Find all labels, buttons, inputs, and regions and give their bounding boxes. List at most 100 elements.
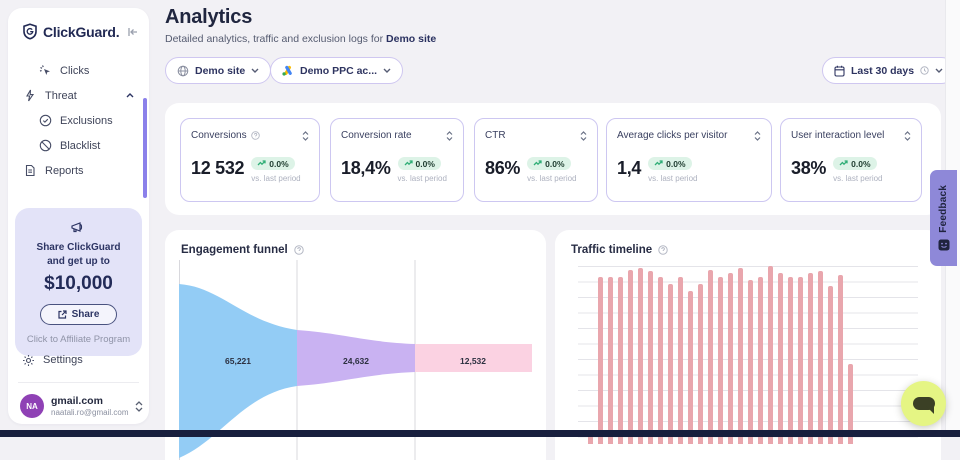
timeline-title: Traffic timeline: [571, 244, 653, 256]
chevron-down-icon: [383, 68, 391, 73]
timeline-bars: [588, 266, 853, 444]
affiliate-promo-card[interactable]: Share ClickGuard and get up to $10,000 S…: [15, 208, 142, 356]
engagement-funnel-card: Engagement funnel 65,221 24,632 12,532: [165, 230, 546, 460]
block-icon: [39, 139, 52, 152]
stat-caption: vs. last period: [251, 174, 301, 183]
sidebar-item-settings[interactable]: Settings: [8, 348, 149, 372]
stat-label: Average clicks per visitor: [617, 130, 728, 141]
funnel-value-label: 12,532: [460, 356, 486, 366]
timeline-bar: [628, 270, 633, 444]
page-subtitle: Detailed analytics, traffic and exclusio…: [165, 33, 436, 45]
stat-label: Conversions: [191, 130, 247, 141]
sidebar: ClickGuard. Clicks Threat: [8, 8, 149, 424]
chevron-down-icon: [935, 68, 943, 73]
ppc-account-selector[interactable]: Demo PPC ac...: [270, 57, 404, 84]
stat-value: 86%: [485, 158, 521, 178]
sort-stepper-icon[interactable]: [754, 130, 761, 141]
timeline-bar: [638, 268, 643, 444]
stat-caption: vs. last period: [527, 174, 577, 183]
sidebar-nav: Clicks Threat Exclusions: [8, 58, 149, 183]
funnel-chart: 65,221 24,632 12,532: [179, 260, 532, 460]
google-ads-icon: [282, 65, 294, 76]
timeline-bar: [738, 268, 743, 444]
sort-stepper-icon[interactable]: [580, 130, 587, 141]
stat-label: CTR: [485, 130, 506, 141]
sidebar-scrollbar-thumb[interactable]: [143, 98, 147, 198]
document-icon: [24, 164, 37, 177]
timeline-bar: [698, 284, 703, 444]
ppc-account-label: Demo PPC ac...: [300, 64, 378, 77]
sidebar-item-label: Reports: [45, 164, 84, 177]
timeline-bar: [598, 277, 603, 444]
change-badge: 0.0%: [833, 157, 877, 170]
megaphone-icon: [23, 220, 134, 235]
funnel-stage-1: [297, 330, 415, 386]
stat-value: 18,4%: [341, 158, 391, 178]
chat-launcher-button[interactable]: [901, 381, 946, 426]
sort-stepper-icon[interactable]: [446, 130, 453, 141]
site-selector-label: Demo site: [195, 64, 246, 77]
timeline-bar: [848, 364, 853, 444]
timeline-bar: [808, 273, 813, 444]
promo-amount: $10,000: [44, 273, 113, 294]
stat-card-conversions: Conversions 12 532 0.0% vs. last period: [180, 118, 320, 202]
timeline-bar: [718, 277, 723, 444]
chat-bubble-icon: [912, 397, 935, 414]
stat-card-ctr: CTR 86% 0.0% vs. last period: [474, 118, 598, 202]
sidebar-divider: [18, 382, 139, 383]
timeline-bar: [758, 277, 763, 444]
timeline-bar: [728, 273, 733, 444]
funnel-value-label: 24,632: [343, 356, 369, 366]
date-range-selector[interactable]: Last 30 days: [822, 57, 956, 84]
chevron-down-icon: [251, 68, 259, 73]
gear-icon: [22, 354, 35, 367]
chevron-up-icon[interactable]: [126, 93, 134, 98]
site-selector[interactable]: Demo site: [165, 57, 272, 84]
account-name: gmail.com: [51, 394, 103, 407]
timeline-bar: [838, 275, 843, 444]
help-icon[interactable]: [293, 245, 304, 255]
funnel-title: Engagement funnel: [181, 244, 288, 256]
sidebar-item-exclusions[interactable]: Exclusions: [8, 108, 149, 133]
stat-label: User interaction level: [791, 130, 885, 141]
timeline-bar: [798, 277, 803, 444]
history-clock-icon: [920, 66, 929, 75]
chevron-updown-icon: [135, 400, 143, 412]
account-email: naatali.ro@gmail.com: [51, 408, 129, 418]
threat-bolt-icon: [24, 89, 37, 102]
check-circle-icon: [39, 114, 52, 127]
timeline-bar: [648, 271, 653, 444]
sidebar-item-label: Exclusions: [60, 114, 113, 127]
sidebar-item-blacklist[interactable]: Blacklist: [8, 133, 149, 158]
funnel-value-label: 65,221: [225, 356, 251, 366]
sidebar-item-reports[interactable]: Reports: [8, 158, 149, 183]
sidebar-item-clicks[interactable]: Clicks: [8, 58, 149, 83]
avatar: NA: [20, 394, 44, 418]
share-button[interactable]: Share: [39, 304, 118, 325]
funnel-stage-0: [179, 284, 297, 458]
window-bottom-edge: [0, 430, 960, 437]
stat-caption: vs. last period: [648, 174, 698, 183]
calendar-icon: [834, 65, 845, 77]
feedback-tab[interactable]: Feedback: [930, 170, 957, 266]
sort-stepper-icon[interactable]: [302, 130, 309, 141]
stat-caption: vs. last period: [397, 174, 447, 183]
stat-label: Conversion rate: [341, 130, 412, 141]
trend-up-icon: [257, 160, 266, 166]
sidebar-collapse-icon[interactable]: [127, 27, 139, 37]
feedback-label: Feedback: [938, 184, 949, 233]
account-switcher[interactable]: NA gmail.com naatali.ro@gmail.com: [20, 394, 143, 418]
help-icon[interactable]: [658, 245, 668, 255]
sort-stepper-icon[interactable]: [904, 130, 911, 141]
help-icon[interactable]: [250, 131, 260, 140]
timeline-bar: [768, 266, 773, 444]
stat-value: 12 532: [191, 158, 245, 178]
sidebar-item-label: Threat: [45, 89, 77, 102]
trend-up-icon: [533, 160, 542, 166]
timeline-bar: [778, 273, 783, 444]
timeline-bar: [658, 277, 663, 444]
traffic-timeline-card: Traffic timeline: [555, 230, 941, 460]
timeline-bar: [688, 291, 693, 444]
stats-panel: Conversions 12 532 0.0% vs. last period: [165, 103, 941, 215]
sidebar-item-threat[interactable]: Threat: [8, 83, 149, 108]
